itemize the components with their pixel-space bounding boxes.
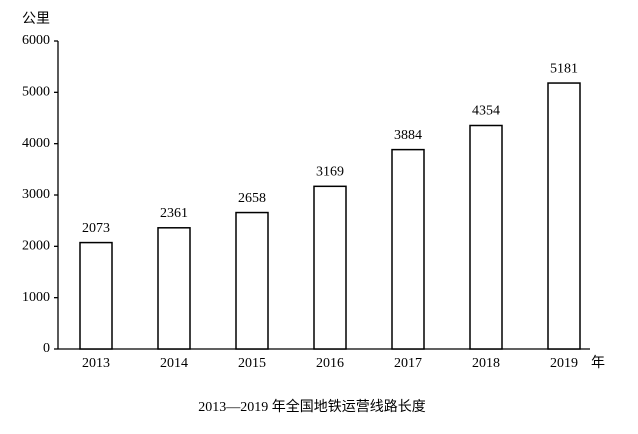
x-tick-label: 2019 — [550, 356, 578, 371]
y-tick-label: 3000 — [22, 187, 50, 202]
x-tick-label: 2015 — [238, 356, 266, 371]
bar — [313, 185, 347, 350]
x-tick-label: 2013 — [82, 356, 110, 371]
y-tick-label: 1000 — [22, 290, 50, 305]
bar — [157, 227, 191, 350]
data-label: 2361 — [160, 206, 188, 221]
data-label: 5181 — [550, 61, 578, 76]
data-label: 4354 — [472, 104, 500, 119]
chart-title: 2013—2019 年全国地铁运营线路长度 — [198, 398, 426, 415]
bar — [547, 82, 581, 350]
x-axis-label: 年 — [591, 355, 605, 371]
data-label: 2073 — [82, 221, 110, 236]
x-tick-label: 2016 — [316, 356, 344, 371]
x-tick-label: 2018 — [472, 356, 500, 371]
y-tick-label: 5000 — [22, 85, 50, 100]
data-label: 3169 — [316, 165, 344, 180]
bar — [391, 148, 425, 350]
y-tick-label: 0 — [43, 341, 50, 356]
y-tick-label: 2000 — [22, 239, 50, 254]
x-tick-label: 2017 — [394, 356, 422, 371]
bar — [469, 124, 503, 350]
bar — [79, 241, 113, 350]
y-axis-label: 公里 — [22, 12, 50, 27]
y-tick-label: 4000 — [22, 136, 50, 151]
x-tick-label: 2014 — [160, 356, 188, 371]
bar — [235, 211, 269, 350]
y-tick-label: 6000 — [22, 33, 50, 48]
data-label: 3884 — [394, 128, 422, 143]
data-label: 2658 — [238, 191, 266, 206]
